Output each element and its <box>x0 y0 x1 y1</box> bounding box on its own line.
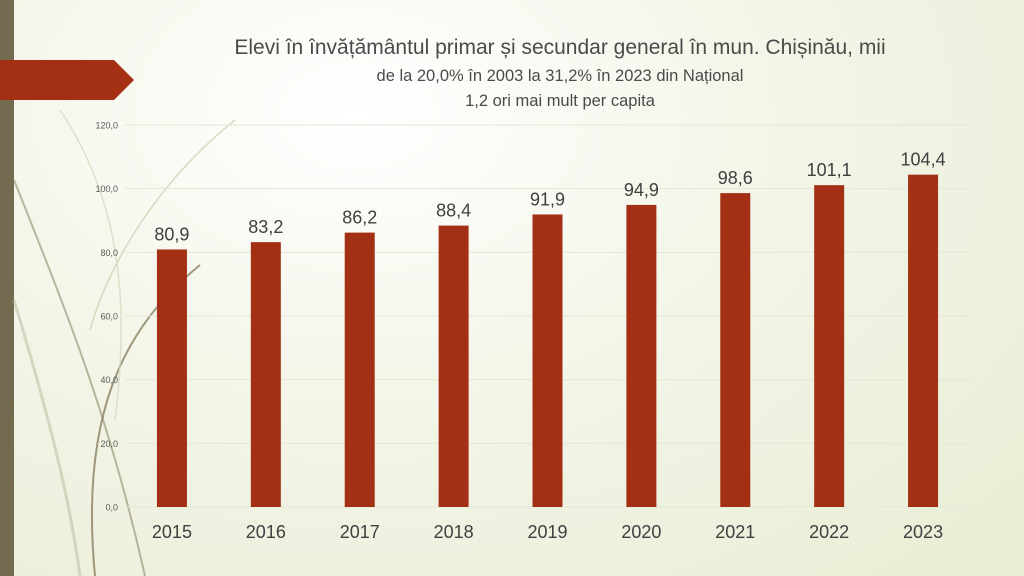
y-tick-label: 80,0 <box>100 248 118 258</box>
x-tick-label: 2019 <box>527 522 567 542</box>
x-tick-label: 2022 <box>809 522 849 542</box>
y-tick-label: 120,0 <box>95 121 118 131</box>
data-label: 88,4 <box>436 201 471 221</box>
left-decor-strip <box>0 0 14 576</box>
x-tick-label: 2021 <box>715 522 755 542</box>
x-tick-label: 2017 <box>340 522 380 542</box>
data-label: 101,1 <box>807 160 852 180</box>
data-label: 94,9 <box>624 180 659 200</box>
data-label: 98,6 <box>718 168 753 188</box>
x-tick-label: 2020 <box>621 522 661 542</box>
chart-title: Elevi în învățământul primar și secundar… <box>234 36 886 59</box>
x-tick-label: 2015 <box>152 522 192 542</box>
y-tick-label: 20,0 <box>100 439 118 449</box>
y-tick-label: 0,0 <box>105 503 118 513</box>
y-tick-label: 60,0 <box>100 312 118 322</box>
y-tick-label: 40,0 <box>100 375 118 385</box>
data-label: 80,9 <box>154 224 189 244</box>
bar <box>344 232 375 507</box>
x-tick-label: 2023 <box>903 522 943 542</box>
data-labels: 80,9 83,2 86,2 88,4 91,9 94,9 98,6 101,1 104,4 <box>154 150 945 245</box>
x-tick-label: 2016 <box>246 522 286 542</box>
bar <box>250 242 281 507</box>
y-tick-label: 100,0 <box>95 184 118 194</box>
bar <box>720 193 751 507</box>
y-axis-ticks: 0,0 20,0 40,0 60,0 80,0 100,0 120,0 <box>95 121 118 513</box>
data-label: 91,9 <box>530 189 565 209</box>
chart-subtitle-share: de la 20,0% în 2003 la 31,2% în 2023 din… <box>376 67 744 85</box>
data-label: 83,2 <box>248 217 283 237</box>
bar <box>908 174 939 507</box>
bar <box>532 214 563 507</box>
x-tick-label: 2018 <box>434 522 474 542</box>
bars <box>156 174 939 508</box>
chart-subtitle-per-capita: 1,2 ori mai mult per capita <box>465 92 655 110</box>
bar <box>814 185 845 508</box>
bar <box>438 225 469 508</box>
data-label: 104,4 <box>901 150 946 170</box>
arrow-banner <box>0 60 134 100</box>
x-axis-ticks: 2015 2016 2017 2018 2019 2020 2021 2022 2023 <box>152 522 943 542</box>
bar <box>156 249 187 508</box>
data-label: 86,2 <box>342 208 377 228</box>
bar <box>626 204 657 507</box>
